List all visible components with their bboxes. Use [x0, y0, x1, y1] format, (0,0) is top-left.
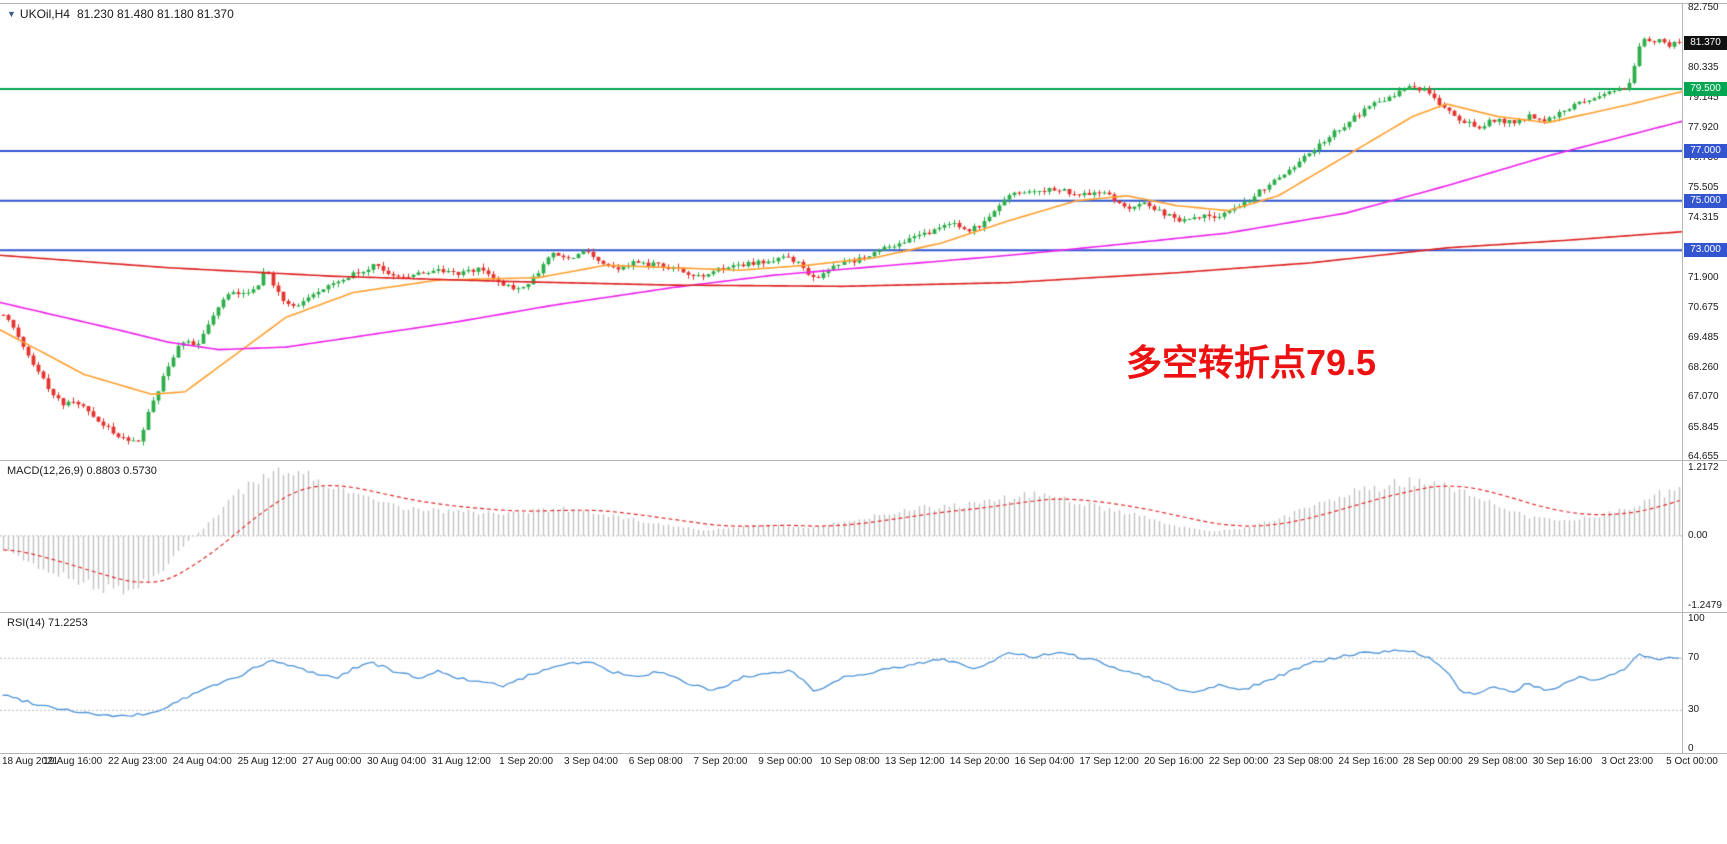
macd-axis-label: 1.2172 [1688, 461, 1719, 473]
time-axis-label: 13 Sep 12:00 [885, 756, 945, 767]
price-axis-label: 68.260 [1688, 361, 1719, 373]
price-axis-label: 74.315 [1688, 211, 1719, 223]
time-axis-divider [0, 753, 1727, 754]
time-axis-label: 24 Sep 16:00 [1338, 756, 1398, 767]
time-axis-label: 9 Sep 00:00 [758, 756, 813, 767]
time-axis-label: 24 Aug 04:00 [172, 756, 232, 767]
rsi-axis-label: 70 [1688, 652, 1700, 664]
rsi-panel-canvas[interactable] [0, 614, 1682, 752]
symbol-marker-icon: ▼ [7, 9, 16, 19]
price-axis-divider [1682, 3, 1683, 753]
rsi-axis-label: 30 [1688, 704, 1700, 716]
current-price-badge: 81.370 [1684, 35, 1727, 50]
price-axis-label: 71.900 [1688, 271, 1719, 283]
time-axis-label: 7 Sep 20:00 [693, 756, 748, 767]
ohlc-values: 81.230 81.480 81.180 81.370 [76, 7, 234, 21]
rsi-axis-label: 100 [1688, 613, 1705, 625]
symbol-timeframe-label: UKOil,H4 [19, 7, 70, 21]
time-axis-label: 22 Sep 00:00 [1208, 756, 1269, 767]
rsi-indicator-label: RSI(14) 71.2253 [7, 617, 88, 629]
price-axis-label: 64.655 [1688, 451, 1719, 463]
time-axis-label: 16 Sep 04:00 [1014, 756, 1075, 767]
price-axis-label: 65.845 [1688, 421, 1719, 433]
time-axis-label: 30 Aug 04:00 [367, 756, 427, 767]
time-axis-label: 5 Oct 00:00 [1666, 756, 1718, 767]
chart-annotation-text: 多空转折点79.5 [1126, 342, 1377, 383]
time-axis-label: 31 Aug 12:00 [431, 756, 491, 767]
time-axis-label: 1 Sep 20:00 [499, 756, 554, 767]
price-axis-label: 82.750 [1688, 2, 1719, 14]
price-axis-label: 70.675 [1688, 302, 1719, 314]
time-axis-label: 3 Sep 04:00 [563, 756, 618, 767]
time-axis-label: 30 Sep 16:00 [1532, 756, 1593, 767]
level-price-badge: 77.000 [1684, 144, 1727, 159]
time-axis-label: 22 Aug 23:00 [108, 756, 168, 767]
macd-panel-canvas[interactable] [0, 462, 1682, 612]
time-axis-label: 10 Sep 08:00 [820, 756, 880, 767]
macd-axis-label: -1.2479 [1688, 599, 1722, 611]
time-axis-label: 20 Sep 16:00 [1144, 756, 1204, 767]
time-axis-label: 25 Aug 12:00 [237, 756, 297, 767]
level-price-badge: 75.000 [1684, 193, 1727, 208]
level-price-badge: 73.000 [1684, 243, 1727, 258]
time-axis-label: 27 Aug 00:00 [302, 756, 362, 767]
time-axis-label: 29 Sep 08:00 [1467, 756, 1528, 767]
macd-panel-divider [0, 460, 1727, 461]
rsi-panel-divider [0, 612, 1727, 613]
time-axis-label: 17 Sep 12:00 [1079, 756, 1139, 767]
macd-indicator-label: MACD(12,26,9) 0.8803 0.5730 [7, 465, 157, 477]
price-axis-label: 77.920 [1688, 122, 1719, 134]
time-axis-label: 3 Oct 23:00 [1601, 756, 1654, 767]
price-axis-label: 67.070 [1688, 391, 1719, 403]
price-axis-label: 79.145 [1688, 91, 1719, 103]
time-axis-label: 6 Sep 08:00 [628, 756, 683, 767]
price-axis-label: 80.335 [1688, 62, 1719, 74]
time-axis-label: 18 Aug 2021 [2, 756, 59, 767]
time-axis-label: 23 Sep 08:00 [1273, 756, 1334, 767]
time-axis-label: 28 Sep 00:00 [1403, 756, 1463, 767]
level-price-badge: 79.500 [1684, 82, 1727, 97]
price-axis-label: 69.485 [1688, 331, 1719, 343]
rsi-axis-label: 0 [1688, 743, 1694, 755]
price-axis-label: 75.505 [1688, 182, 1719, 194]
chart-title: ▼ UKOil,H4 81.230 81.480 81.180 81.370 [7, 7, 234, 21]
time-axis-label: 14 Sep 20:00 [949, 756, 1010, 767]
price-chart-canvas[interactable] [0, 4, 1682, 460]
frame-top-divider [0, 3, 1727, 4]
macd-axis-label: 0.00 [1688, 529, 1708, 541]
time-axis-label: 19 Aug 16:00 [43, 756, 103, 767]
